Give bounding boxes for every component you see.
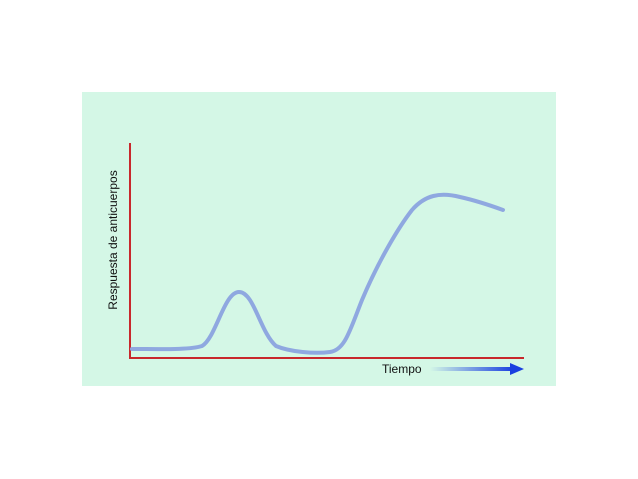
- response-curve: [130, 192, 505, 355]
- panel: [82, 92, 556, 386]
- time-arrow-head: [510, 363, 524, 375]
- x-axis-label: Tiempo: [382, 362, 422, 376]
- time-arrow-shaft: [430, 367, 514, 371]
- y-axis-label: Respuesta de anticuerpos: [106, 170, 120, 309]
